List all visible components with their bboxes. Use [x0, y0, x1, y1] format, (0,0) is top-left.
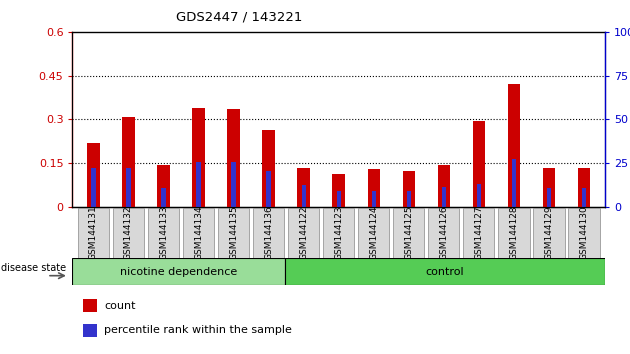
Bar [547, 188, 551, 207]
FancyBboxPatch shape [285, 258, 605, 285]
Bar [438, 165, 450, 207]
Bar [263, 130, 275, 207]
Bar [197, 162, 200, 207]
Bar [158, 165, 169, 207]
Bar [406, 191, 411, 207]
Text: GSM144126: GSM144126 [439, 205, 448, 260]
FancyBboxPatch shape [253, 207, 284, 258]
Text: GSM144127: GSM144127 [474, 205, 483, 260]
Bar [508, 84, 520, 207]
FancyBboxPatch shape [568, 207, 600, 258]
Bar [161, 188, 166, 207]
Text: GSM144124: GSM144124 [369, 206, 378, 260]
Text: disease state: disease state [1, 263, 67, 273]
Bar [231, 162, 236, 207]
FancyBboxPatch shape [113, 207, 144, 258]
Text: count: count [105, 301, 136, 310]
Text: GDS2447 / 143221: GDS2447 / 143221 [176, 11, 302, 24]
Text: nicotine dependence: nicotine dependence [120, 267, 238, 277]
Bar [512, 159, 516, 207]
Text: GSM144123: GSM144123 [334, 205, 343, 260]
Text: GSM144122: GSM144122 [299, 206, 308, 260]
FancyBboxPatch shape [428, 207, 459, 258]
FancyBboxPatch shape [218, 207, 249, 258]
FancyBboxPatch shape [533, 207, 564, 258]
Bar [372, 191, 375, 207]
Bar [192, 108, 205, 207]
Text: GSM144129: GSM144129 [544, 205, 553, 260]
Text: GSM144132: GSM144132 [124, 205, 133, 260]
Bar [83, 299, 96, 312]
Text: GSM144131: GSM144131 [89, 205, 98, 260]
FancyBboxPatch shape [498, 207, 529, 258]
Bar [302, 185, 306, 207]
Text: percentile rank within the sample: percentile rank within the sample [105, 325, 292, 336]
FancyBboxPatch shape [288, 207, 319, 258]
Text: GSM144135: GSM144135 [229, 205, 238, 260]
Bar [367, 169, 380, 207]
FancyBboxPatch shape [77, 207, 109, 258]
Bar [336, 191, 341, 207]
Bar [122, 116, 135, 207]
FancyBboxPatch shape [358, 207, 389, 258]
Bar [127, 168, 130, 207]
Text: GSM144134: GSM144134 [194, 205, 203, 260]
FancyBboxPatch shape [393, 207, 425, 258]
FancyBboxPatch shape [183, 207, 214, 258]
Bar [581, 188, 586, 207]
Bar [91, 168, 96, 207]
Text: control: control [426, 267, 464, 277]
Bar [403, 171, 415, 207]
Bar [227, 109, 239, 207]
FancyBboxPatch shape [72, 258, 285, 285]
Bar [477, 184, 481, 207]
Bar [472, 121, 485, 207]
FancyBboxPatch shape [323, 207, 355, 258]
Text: GSM144130: GSM144130 [580, 205, 588, 260]
Bar [442, 187, 446, 207]
Bar [333, 173, 345, 207]
Text: GSM144136: GSM144136 [264, 205, 273, 260]
Bar [297, 168, 310, 207]
Bar [88, 143, 100, 207]
Bar [578, 168, 590, 207]
Bar [542, 168, 555, 207]
FancyBboxPatch shape [148, 207, 180, 258]
Bar [83, 324, 96, 337]
Text: GSM144128: GSM144128 [509, 205, 518, 260]
Text: GSM144125: GSM144125 [404, 205, 413, 260]
Bar [266, 171, 271, 207]
Text: GSM144133: GSM144133 [159, 205, 168, 260]
FancyBboxPatch shape [463, 207, 495, 258]
